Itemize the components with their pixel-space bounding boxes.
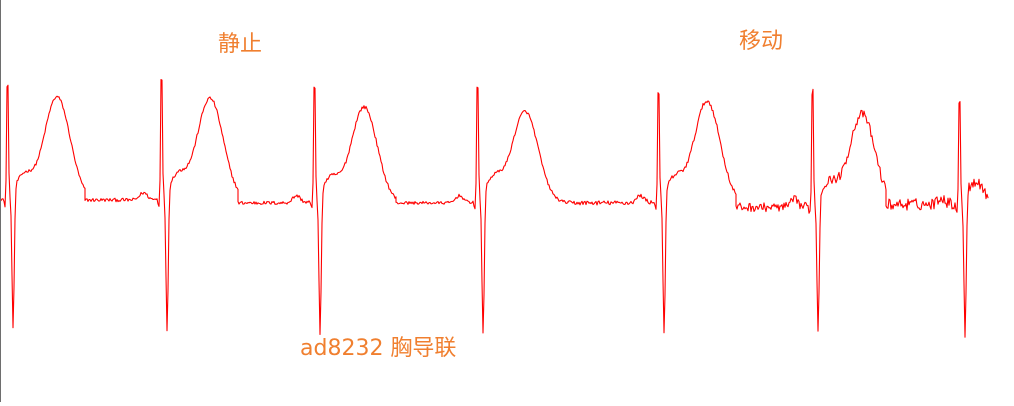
annotation-motion: 移动 — [739, 31, 783, 53]
left-border-line — [0, 0, 1, 402]
annotation-lead: ad8232 胸导联 — [300, 338, 456, 360]
ecg-line-series — [0, 80, 988, 338]
annotation-rest: 静止 — [218, 34, 262, 56]
